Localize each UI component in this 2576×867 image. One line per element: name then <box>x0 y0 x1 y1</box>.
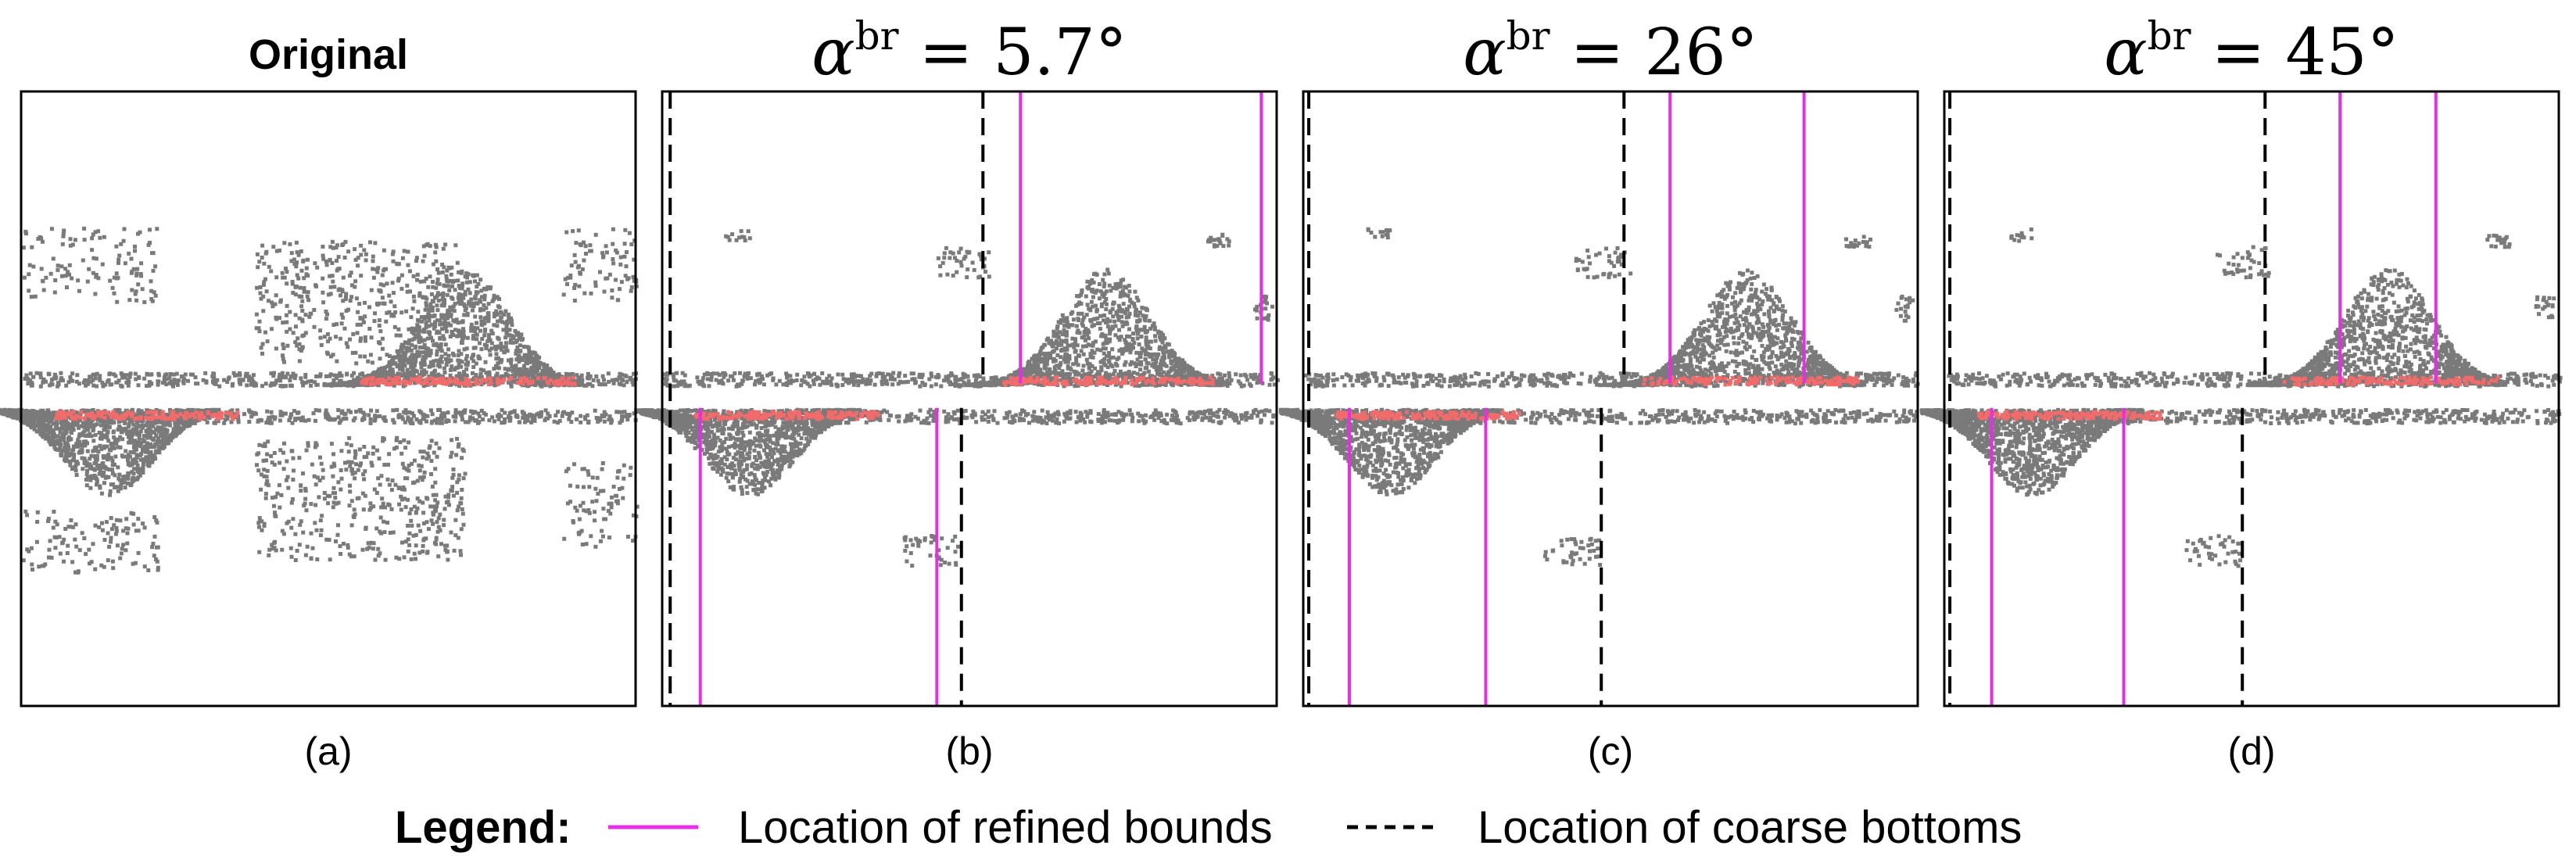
panel-b-title-value: = 5.7° <box>899 16 1127 90</box>
panel-c-title: αbr = 26° <box>1463 13 1757 90</box>
panel-c-caption: (c) <box>1588 729 1633 773</box>
panel-c-frame <box>1302 90 1919 708</box>
panel-d: αbr = 45° (d) <box>1919 13 2563 773</box>
panel-c-scatter <box>1278 227 1920 567</box>
panel-c-lines <box>1307 91 1806 706</box>
panel-b-title-symbol: α <box>811 16 854 90</box>
panel-d-title-superscript: br <box>2148 13 2191 59</box>
panel-a-frame <box>20 90 637 708</box>
panel-a-noise-points <box>0 226 640 575</box>
panel-d-scatter <box>1919 227 2563 568</box>
legend-coarse-label: Location of coarse bottoms <box>1478 802 2022 853</box>
panel-c-title-value: = 26° <box>1550 16 1758 90</box>
panel-b-highlight-points <box>693 375 1215 421</box>
panel-b-title-superscript: br <box>855 13 899 59</box>
panel-a: Original (a) <box>0 31 640 773</box>
panel-c: αbr = 26° (c) <box>1278 13 1920 773</box>
panel-b-scatter <box>637 229 1280 568</box>
panel-b-noise-points <box>637 229 1280 568</box>
panel-d-title-symbol: α <box>2104 16 2147 90</box>
panel-d-caption: (d) <box>2227 729 2275 773</box>
panel-a-caption: (a) <box>304 729 352 773</box>
legend-refined-label: Location of refined bounds <box>738 802 1273 853</box>
legend: Legend: Location of refined bounds Locat… <box>395 802 2022 853</box>
panel-a-highlight-points <box>54 375 577 421</box>
panel-b-title: αbr = 5.7° <box>811 13 1127 90</box>
panel-d-title: αbr = 45° <box>2104 13 2399 90</box>
panel-c-title-symbol: α <box>1463 16 1506 90</box>
panel-a-title: Original <box>249 31 408 78</box>
panel-d-title-value: = 45° <box>2191 16 2399 90</box>
panel-c-title-superscript: br <box>1507 13 1550 59</box>
panel-b-caption: (b) <box>945 729 993 773</box>
panel-d-highlight-points <box>1976 375 2500 421</box>
panel-b-frame <box>661 90 1278 708</box>
panel-b: αbr = 5.7° (b) <box>637 13 1280 773</box>
panel-a-scatter <box>0 226 640 575</box>
panel-c-noise-points <box>1278 227 1920 567</box>
panel-d-lines <box>1948 91 2438 706</box>
panel-b-lines <box>668 91 1263 706</box>
legend-title: Legend: <box>395 802 571 853</box>
panel-d-frame <box>1943 90 2560 708</box>
panel-c-highlight-points <box>1335 375 1861 421</box>
